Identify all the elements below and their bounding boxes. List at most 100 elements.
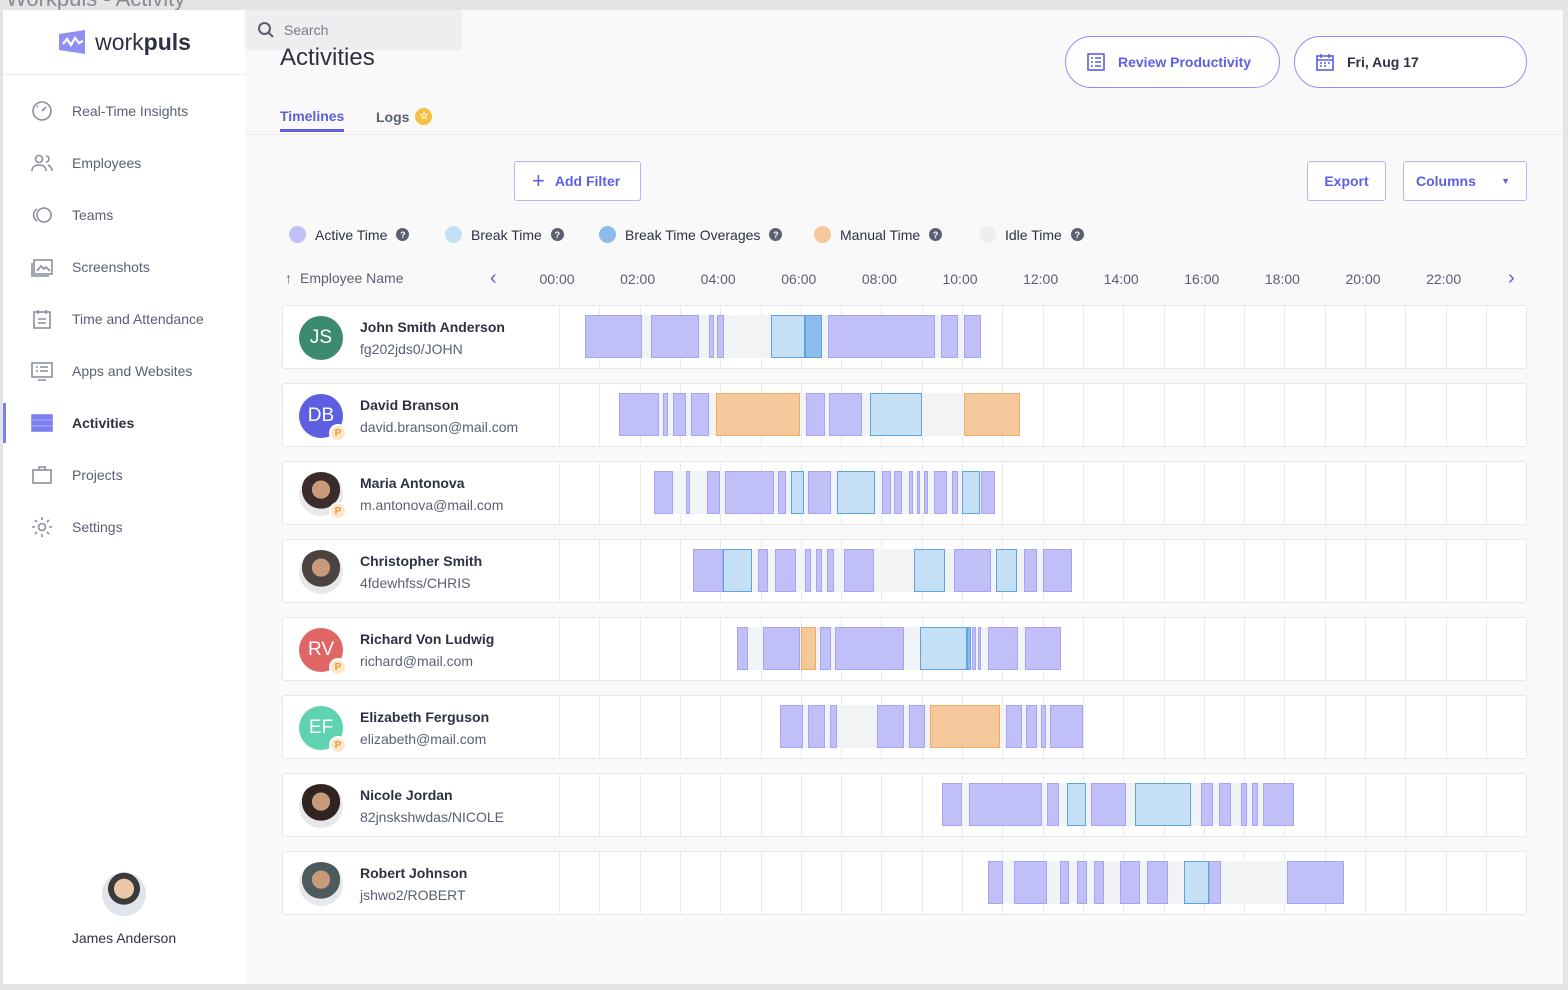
sidebar-item-teams[interactable]: Teams <box>3 195 245 235</box>
timeline-segment-idle[interactable] <box>1221 861 1288 904</box>
employee-name[interactable]: Maria Antonova <box>360 475 465 491</box>
help-icon[interactable]: ? <box>550 228 564 241</box>
timeline-segment-break[interactable] <box>996 549 1017 592</box>
sidebar-item-screenshots[interactable]: Screenshots <box>3 247 245 287</box>
timeline-segment-idle[interactable] <box>723 315 771 358</box>
timeline-segment-overage[interactable] <box>804 315 822 358</box>
employee-row[interactable]: Christopher Smith 4fdewhfss/CHRIS <box>282 539 1527 603</box>
timeline-segment-active[interactable] <box>909 471 914 514</box>
timeline-segment-manual[interactable] <box>929 705 1001 748</box>
timeline-segment-active[interactable] <box>1059 861 1070 904</box>
timeline-segment-active[interactable] <box>1025 627 1062 670</box>
timeline-segment-active[interactable] <box>829 393 862 436</box>
sidebar-item-real-time-insights[interactable]: Real-Time Insights <box>3 91 245 131</box>
timeline-segment-active[interactable] <box>777 471 786 514</box>
timeline-segment-active[interactable] <box>758 549 768 592</box>
timeline-segment-active[interactable] <box>941 783 962 826</box>
employee-row[interactable]: DB P David Branson david.branson@mail.co… <box>282 383 1527 447</box>
timeline-segment-active[interactable] <box>924 471 928 514</box>
timeline-segment-active[interactable] <box>775 549 796 592</box>
timeline-segment-break[interactable] <box>791 471 804 514</box>
timeline-segment-active[interactable] <box>827 315 935 358</box>
user-avatar[interactable] <box>102 872 146 916</box>
timeline-segment-active[interactable] <box>780 705 803 748</box>
employee-name[interactable]: John Smith Anderson <box>360 319 505 335</box>
employee-name[interactable]: Christopher Smith <box>360 553 483 569</box>
review-productivity-button[interactable]: Review Productivity <box>1065 36 1280 88</box>
timeline-segment-active[interactable] <box>1241 783 1248 826</box>
sidebar-item-settings[interactable]: Settings <box>3 507 245 547</box>
timeline-segment-active[interactable] <box>1201 783 1214 826</box>
timeline-segment-active[interactable] <box>816 549 823 592</box>
timeline-segment-break[interactable] <box>1066 783 1087 826</box>
timeline-segment-active[interactable] <box>585 315 642 358</box>
logo[interactable]: workpuls <box>3 10 245 75</box>
timeline-segment-overage[interactable] <box>966 627 971 670</box>
timeline-segment-active[interactable] <box>1094 861 1104 904</box>
timeline-segment-active[interactable] <box>835 627 905 670</box>
timeline-segment-idle[interactable] <box>836 705 878 748</box>
timeline-segment-active[interactable] <box>706 471 720 514</box>
timeline-segment-active[interactable] <box>820 627 832 670</box>
timeline-segment-active[interactable] <box>882 471 891 514</box>
timeline-segment-break[interactable] <box>723 549 753 592</box>
help-icon[interactable]: ? <box>929 228 943 241</box>
employee-row[interactable]: Nicole Jordan 82jnskshwdas/NICOLE <box>282 773 1527 837</box>
tab-logs[interactable]: Logs ☆ <box>376 108 433 125</box>
employee-row[interactable]: JS John Smith Anderson fg202jds0/JOHN <box>282 305 1527 369</box>
timeline-segment-active[interactable] <box>650 315 699 358</box>
timeline-segment-active[interactable] <box>737 627 748 670</box>
timeline-segment-active[interactable] <box>933 471 947 514</box>
timeline-segment-active[interactable] <box>877 705 905 748</box>
timeline-segment-active[interactable] <box>1041 705 1046 748</box>
timeline-segment-break[interactable] <box>869 393 922 436</box>
help-icon[interactable]: ? <box>769 228 783 241</box>
employee-name[interactable]: Richard Von Ludwig <box>360 631 495 647</box>
timeline-segment-break[interactable] <box>770 315 805 358</box>
employee-name[interactable]: Robert Johnson <box>360 865 468 881</box>
search-input[interactable]: Search <box>245 10 462 50</box>
sidebar-item-employees[interactable]: Employees <box>3 143 245 183</box>
sidebar-item-apps-and-websites[interactable]: Apps and Websites <box>3 351 245 391</box>
timeline-segment-idle[interactable] <box>921 393 964 436</box>
timeline-segment-active[interactable] <box>690 393 710 436</box>
timeline-segment-active[interactable] <box>827 549 834 592</box>
timeline-segment-active[interactable] <box>1042 549 1072 592</box>
timeline-segment-active[interactable] <box>829 705 837 748</box>
timeline-segment-manual[interactable] <box>800 627 817 670</box>
timeline-segment-break[interactable] <box>1134 783 1192 826</box>
timeline-segment-break[interactable] <box>962 471 981 514</box>
timeline-segment-active[interactable] <box>894 471 902 514</box>
timeline-segment-active[interactable] <box>708 315 715 358</box>
employee-row[interactable]: EF P Elizabeth Ferguson elizabeth@mail.c… <box>282 695 1527 759</box>
timeline-segment-active[interactable] <box>980 471 996 514</box>
add-filter-button[interactable]: + Add Filter <box>514 161 641 201</box>
help-icon[interactable]: ? <box>1070 228 1084 241</box>
timeline-segment-active[interactable] <box>964 315 981 358</box>
timeline-segment-active[interactable] <box>807 471 832 514</box>
timeline-segment-active[interactable] <box>1024 549 1038 592</box>
timeline-segment-active[interactable] <box>692 549 723 592</box>
timeline-segment-active[interactable] <box>1287 861 1344 904</box>
chevron-right-icon[interactable]: › <box>1508 267 1515 289</box>
employee-row[interactable]: RV P Richard Von Ludwig richard@mail.com <box>282 617 1527 681</box>
timeline-segment-active[interactable] <box>844 549 875 592</box>
timeline-segment-active[interactable] <box>1090 783 1127 826</box>
timeline-segment-active[interactable] <box>941 315 958 358</box>
timeline-segment-idle[interactable] <box>874 549 915 592</box>
timeline-segment-active[interactable] <box>978 627 982 670</box>
timeline-segment-active[interactable] <box>654 471 673 514</box>
timeline-segment-active[interactable] <box>952 471 958 514</box>
timeline-segment-active[interactable] <box>908 705 925 748</box>
timeline-segment-active[interactable] <box>1006 705 1022 748</box>
timeline-segment-active[interactable] <box>619 393 659 436</box>
timeline-segment-active[interactable] <box>672 393 687 436</box>
timeline-segment-active[interactable] <box>1147 861 1168 904</box>
timeline-segment-active[interactable] <box>1046 783 1059 826</box>
timeline-segment-active[interactable] <box>971 627 976 670</box>
timeline-segment-active[interactable] <box>969 783 1042 826</box>
columns-dropdown[interactable]: Columns ▼ <box>1403 161 1527 201</box>
timeline-segment-active[interactable] <box>1014 861 1047 904</box>
timeline-segment-break[interactable] <box>919 627 967 670</box>
tab-timelines[interactable]: Timelines <box>280 108 345 132</box>
